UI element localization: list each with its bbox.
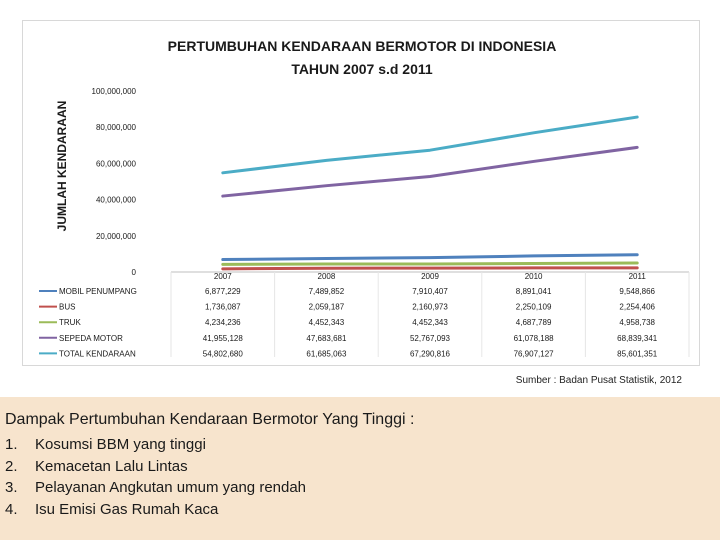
list-number: 4. bbox=[5, 500, 18, 518]
chart-area: PERTUMBUHAN KENDARAAN BERMOTOR DI INDONE… bbox=[22, 20, 700, 366]
source-note: Sumber : Badan Pusat Statistik, 2012 bbox=[515, 375, 682, 386]
legend-label: TRUK bbox=[59, 318, 81, 327]
list-item: 4. Isu Emisi Gas Rumah Kaca bbox=[5, 499, 306, 521]
legend-label: TOTAL KENDARAAN bbox=[59, 349, 136, 358]
list-number: 2. bbox=[5, 457, 18, 475]
data-label: 2,250,109 bbox=[516, 303, 552, 312]
y-tick-label: 0 bbox=[132, 268, 137, 277]
x-tick-label: 2010 bbox=[525, 272, 543, 281]
data-label: 4,452,343 bbox=[412, 318, 448, 327]
data-label: 1,736,087 bbox=[205, 303, 241, 312]
y-tick-label: 20,000,000 bbox=[96, 232, 137, 241]
list-number: 3. bbox=[5, 479, 18, 496]
data-label: 7,910,407 bbox=[412, 287, 448, 296]
impact-list: 1. Kosumsi BBM yang tinggi 2. Kemacetan … bbox=[5, 434, 306, 520]
x-tick-label: 2008 bbox=[318, 272, 336, 281]
chart-title: PERTUMBUHAN KENDARAAN BERMOTOR DI INDONE… bbox=[168, 38, 557, 54]
x-tick-label: 2007 bbox=[214, 272, 232, 281]
x-tick-label: 2009 bbox=[421, 272, 439, 281]
data-label: 68,839,341 bbox=[617, 334, 658, 343]
data-label: 67,290,816 bbox=[410, 349, 451, 358]
data-label: 54,802,680 bbox=[203, 349, 244, 358]
impact-section: Dampak Pertumbuhan Kendaraan Bermotor Ya… bbox=[0, 397, 720, 540]
list-text: Isu Emisi Gas Rumah Kaca bbox=[35, 500, 219, 518]
line-chart: PERTUMBUHAN KENDARAAN BERMOTOR DI INDONE… bbox=[39, 38, 690, 358]
x-tick-label: 2011 bbox=[629, 272, 647, 281]
data-label: 41,955,128 bbox=[203, 334, 244, 343]
list-text: Kemacetan Lalu Lintas bbox=[35, 457, 188, 475]
data-label: 2,160,973 bbox=[412, 303, 448, 312]
series-line bbox=[221, 145, 639, 198]
list-text: Pelayanan Angkutan umum yang rendah bbox=[35, 479, 307, 496]
data-label: 85,601,351 bbox=[617, 349, 658, 358]
data-label: 8,891,041 bbox=[516, 287, 552, 296]
data-label: 61,078,188 bbox=[514, 334, 555, 343]
data-label: 9,548,866 bbox=[619, 287, 655, 296]
data-label: 2,254,406 bbox=[619, 303, 655, 312]
chart-subtitle: TAHUN 2007 s.d 2011 bbox=[291, 61, 433, 77]
data-label: 2,059,187 bbox=[309, 303, 345, 312]
data-label: 7,489,852 bbox=[309, 287, 345, 296]
legend-label: MOBIL PENUMPANG bbox=[59, 287, 137, 296]
series-line bbox=[221, 266, 639, 271]
y-tick-label: 40,000,000 bbox=[96, 196, 137, 205]
list-item: 3. Pelayanan Angkutan umum yang rendah bbox=[5, 477, 306, 499]
list-item: 2. Kemacetan Lalu Lintas bbox=[5, 456, 306, 478]
list-item: 1. Kosumsi BBM yang tinggi bbox=[5, 434, 306, 456]
data-label: 6,877,229 bbox=[205, 287, 241, 296]
y-tick-label: 80,000,000 bbox=[96, 123, 137, 132]
legend-label: BUS bbox=[59, 303, 75, 312]
y-tick-label: 100,000,000 bbox=[92, 87, 137, 96]
list-text: Kosumsi BBM yang tinggi bbox=[35, 436, 206, 453]
data-label: 47,683,681 bbox=[306, 334, 347, 343]
impact-title: Dampak Pertumbuhan Kendaraan Bermotor Ya… bbox=[5, 411, 415, 428]
data-label: 52,767,093 bbox=[410, 334, 451, 343]
list-number: 1. bbox=[5, 436, 18, 453]
data-label: 76,907,127 bbox=[514, 349, 555, 358]
data-label: 61,685,063 bbox=[306, 349, 347, 358]
series-line bbox=[221, 261, 639, 266]
legend-label: SEPEDA MOTOR bbox=[59, 334, 123, 343]
data-label: 4,958,738 bbox=[619, 318, 655, 327]
data-label: 4,452,343 bbox=[309, 318, 345, 327]
y-axis-label: JUMLAH KENDARAAN bbox=[55, 101, 69, 232]
data-label: 4,687,789 bbox=[516, 318, 552, 327]
data-label: 4,234,236 bbox=[205, 318, 241, 327]
series-line bbox=[221, 253, 639, 262]
series-line bbox=[221, 115, 639, 175]
y-tick-label: 60,000,000 bbox=[96, 159, 137, 168]
